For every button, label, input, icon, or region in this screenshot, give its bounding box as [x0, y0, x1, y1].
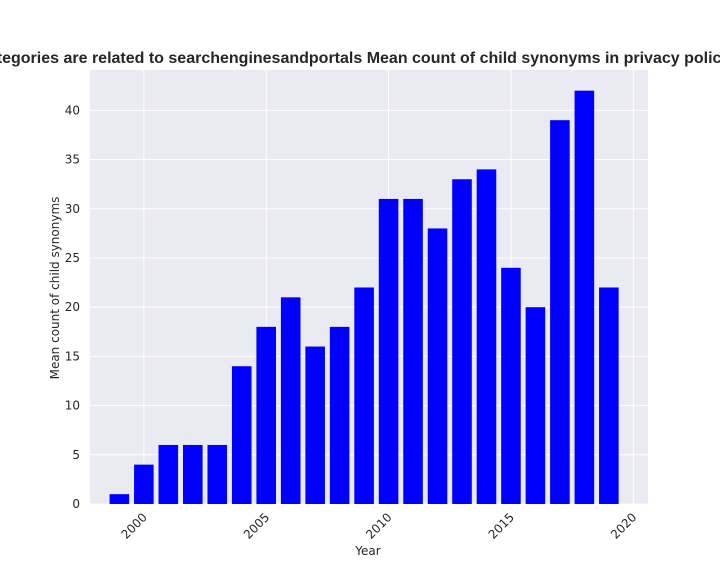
bar-2014 — [476, 169, 497, 504]
bar-2010 — [378, 198, 399, 504]
x-tick-label: 2020 — [608, 510, 639, 541]
y-tick-label: 5 — [72, 448, 80, 462]
x-axis-label: Year — [354, 544, 380, 558]
y-tick-label: 35 — [65, 153, 80, 167]
bar-2005 — [256, 326, 276, 504]
bar-2006 — [280, 297, 301, 504]
x-tick-label: 2005 — [241, 510, 272, 541]
bar-2011 — [403, 198, 423, 504]
bar-2001 — [158, 444, 179, 504]
y-axis-label: Mean count of child synonyms — [48, 197, 62, 380]
y-tick-label: 30 — [65, 202, 80, 216]
y-tick-label: 25 — [65, 251, 80, 265]
bar-2017 — [550, 120, 570, 504]
bar-2016 — [525, 307, 546, 504]
bar-2013 — [452, 179, 472, 504]
bar-2008 — [329, 326, 350, 504]
y-tick-label: 10 — [65, 399, 80, 413]
bar-2012 — [427, 228, 448, 504]
bar-2003 — [207, 444, 228, 504]
bar-2004 — [231, 366, 252, 504]
chart-title: Categories are related to searchenginesa… — [0, 50, 720, 67]
x-tick-label: 2015 — [486, 510, 517, 541]
bar-2015 — [501, 267, 521, 504]
bar-2000 — [134, 464, 154, 504]
bar-2002 — [183, 444, 203, 504]
bar-2009 — [354, 287, 374, 504]
bar-2019 — [599, 287, 619, 504]
bar-2018 — [574, 90, 595, 505]
bar-1999 — [109, 494, 130, 504]
x-tick-label: 2000 — [118, 510, 149, 541]
y-tick-label: 15 — [65, 349, 80, 363]
y-tick-label: 0 — [72, 497, 80, 511]
y-tick-label: 40 — [65, 103, 80, 117]
bar-2007 — [305, 346, 325, 504]
y-tick-label: 20 — [65, 300, 80, 314]
x-tick-label: 2010 — [363, 510, 394, 541]
